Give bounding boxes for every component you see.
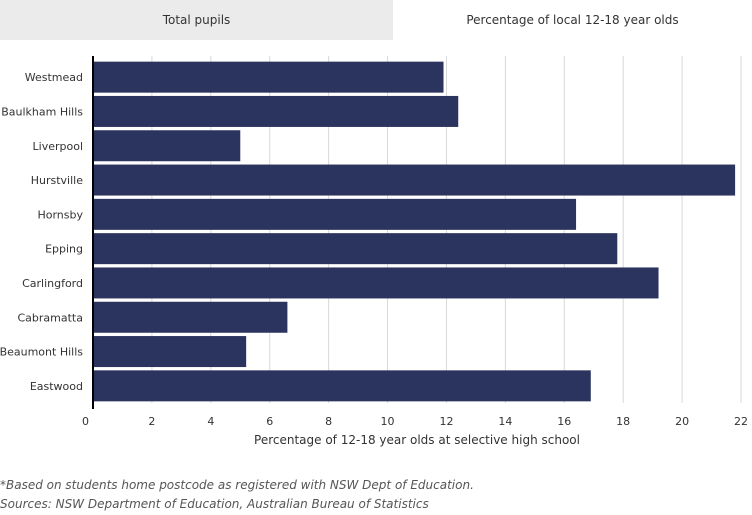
category-label: Beaumont Hills — [0, 346, 83, 359]
bar[interactable] — [93, 267, 659, 299]
chart-tabs: Total pupils Percentage of local 12-18 y… — [0, 0, 752, 40]
bar[interactable] — [93, 130, 241, 162]
category-label: Cabramatta — [18, 311, 84, 324]
bar[interactable] — [93, 61, 444, 93]
category-label: Hurstville — [31, 174, 83, 187]
x-axis-title: Percentage of 12-18 year olds at selecti… — [254, 433, 580, 447]
x-tick-label: 2 — [148, 415, 155, 428]
x-tick-label: 12 — [439, 415, 453, 428]
bar[interactable] — [93, 301, 288, 333]
x-tick-labels: 0 2 4 6 8 10 12 14 16 18 20 22 — [82, 415, 748, 428]
bar[interactable] — [93, 198, 577, 230]
category-label: Epping — [45, 243, 83, 256]
category-label: Baulkham Hills — [1, 105, 83, 118]
category-labels: Westmead Baulkham Hills Liverpool Hurstvill… — [0, 71, 83, 393]
bar-chart: Westmead Baulkham Hills Liverpool Hurstvill… — [0, 56, 748, 447]
x-tick-label: 22 — [734, 415, 748, 428]
x-tick-label: 4 — [207, 415, 214, 428]
bars — [93, 61, 736, 402]
x-tick-label: 8 — [325, 415, 332, 428]
category-label: Eastwood — [30, 380, 83, 393]
x-tick-label: 18 — [616, 415, 630, 428]
bar[interactable] — [93, 95, 459, 127]
tab-percentage-local[interactable]: Percentage of local 12-18 year olds — [393, 0, 752, 40]
category-label: Westmead — [25, 71, 83, 84]
x-tick-label: 6 — [266, 415, 273, 428]
x-tick-label: 20 — [675, 415, 689, 428]
x-tick-label: 14 — [498, 415, 512, 428]
bar[interactable] — [93, 164, 736, 196]
category-label: Liverpool — [33, 140, 83, 153]
bar[interactable] — [93, 370, 591, 402]
bar[interactable] — [93, 336, 247, 368]
bar[interactable] — [93, 233, 618, 265]
footnote-sources: Sources: NSW Department of Education, Au… — [0, 497, 429, 511]
x-tick-label: 16 — [557, 415, 571, 428]
x-tick-label: 10 — [381, 415, 395, 428]
tab-total-pupils[interactable]: Total pupils — [0, 0, 393, 40]
category-label: Carlingford — [22, 277, 83, 290]
footnote-note: *Based on students home postcode as regi… — [0, 478, 474, 492]
category-label: Hornsby — [37, 208, 83, 221]
x-tick-label: 0 — [82, 415, 89, 428]
